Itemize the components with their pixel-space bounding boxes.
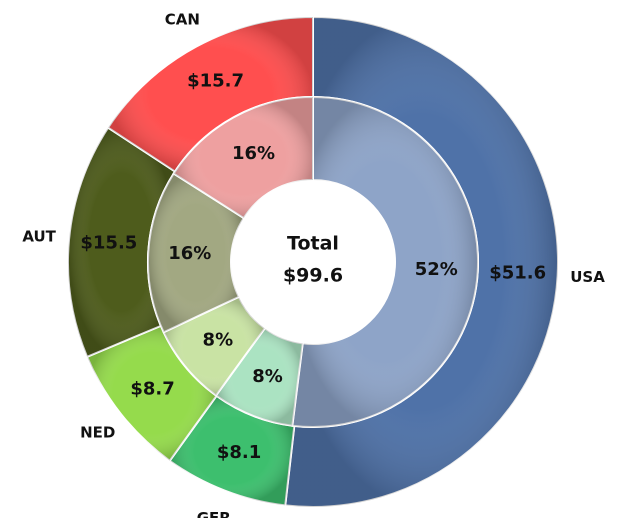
data-label: 16% (168, 243, 211, 264)
data-label: 52% (415, 259, 458, 280)
data-label: 8% (252, 366, 283, 387)
data-label: $15.5 (80, 232, 137, 253)
category-label: AUT (22, 227, 56, 245)
category-label: GER (197, 509, 232, 518)
category-label: USA (570, 268, 605, 286)
data-label: $8.7 (130, 379, 174, 400)
data-label: 8% (203, 330, 234, 351)
category-label: NED (80, 424, 115, 442)
category-label: CAN (165, 11, 200, 29)
data-label: 16% (232, 143, 275, 164)
data-label: $15.7 (187, 71, 244, 92)
center-value: $99.6 (283, 265, 343, 287)
data-label: $8.1 (217, 442, 261, 463)
data-label: $51.6 (489, 263, 546, 284)
center-label: Total (287, 233, 339, 255)
